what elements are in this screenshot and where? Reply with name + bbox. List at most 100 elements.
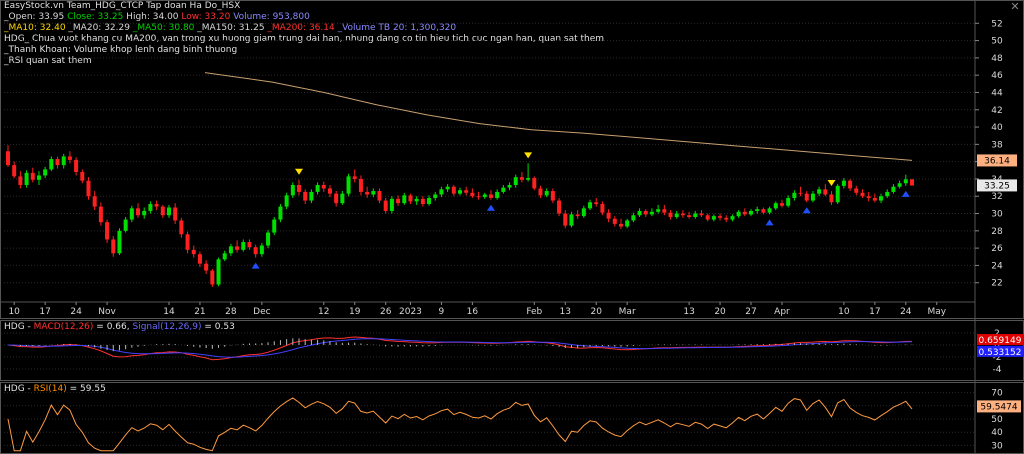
candle-body bbox=[117, 230, 122, 254]
time-tick-label: 26 bbox=[380, 307, 392, 317]
candle-body bbox=[724, 217, 729, 220]
candle-body bbox=[235, 246, 240, 250]
time-tick-label: 12 bbox=[318, 307, 329, 317]
time-tick-label: Dec bbox=[253, 307, 270, 317]
candle-body bbox=[643, 210, 648, 215]
candle-body bbox=[160, 206, 165, 216]
volume-value: 953,800 bbox=[272, 12, 310, 22]
rsi-tick-label: 30 bbox=[991, 441, 1003, 451]
candle-body bbox=[420, 198, 425, 205]
price-tick-label: 28 bbox=[991, 227, 1003, 237]
candle-body bbox=[718, 216, 723, 218]
candle-body bbox=[204, 263, 209, 271]
candle-body bbox=[105, 222, 110, 240]
sell-signal-marker bbox=[295, 168, 304, 175]
candle-body bbox=[612, 218, 617, 224]
macd-panel-frame bbox=[0, 320, 1024, 381]
candle-body bbox=[247, 242, 252, 248]
candle-body bbox=[891, 186, 896, 192]
time-tick-label: 20 bbox=[714, 307, 726, 317]
candle-body bbox=[222, 253, 227, 260]
candle-body bbox=[383, 200, 388, 211]
price-tick-label: 22 bbox=[991, 279, 1002, 289]
note-line-2: _Thanh Khoan: Volume khop lenh dang binh… bbox=[4, 45, 238, 55]
time-tick-label: 17 bbox=[869, 307, 880, 317]
candle-body bbox=[427, 197, 432, 205]
candle-body bbox=[365, 191, 370, 195]
signal-value-tag-bg bbox=[977, 345, 1024, 357]
candle-body bbox=[228, 246, 233, 254]
candle-body bbox=[910, 179, 914, 186]
candle-body bbox=[637, 210, 642, 216]
ma10-label: _MA10: bbox=[4, 23, 37, 33]
time-tick-label: Nov bbox=[98, 307, 116, 317]
open-value: 33.95 bbox=[38, 12, 65, 22]
candle-body bbox=[550, 191, 555, 201]
candle-body bbox=[272, 219, 277, 233]
time-tick-label: Apr bbox=[774, 307, 790, 317]
candle-body bbox=[575, 214, 580, 217]
candle-body bbox=[730, 216, 735, 220]
candle-body bbox=[123, 219, 128, 231]
rsi-label: RSI(14) bbox=[33, 384, 67, 394]
candle-body bbox=[278, 206, 283, 220]
candle-body bbox=[823, 189, 828, 195]
ma50-value: 30.80 bbox=[168, 23, 195, 33]
time-tick-label: 28 bbox=[225, 307, 237, 317]
candle-body bbox=[581, 208, 586, 217]
candle-body bbox=[563, 213, 568, 226]
low-value: 33.20 bbox=[204, 12, 231, 22]
candle-body bbox=[662, 209, 667, 213]
macd-title-prefix: HDG - bbox=[4, 322, 34, 332]
candle-body bbox=[408, 195, 413, 202]
ma200-value: 36.14 bbox=[308, 23, 335, 33]
candle-body bbox=[668, 212, 673, 217]
high-label: High: bbox=[126, 12, 150, 22]
candle-body bbox=[804, 193, 809, 201]
candle-body bbox=[526, 178, 531, 180]
signal-value-tag: 0.533152 bbox=[979, 348, 1022, 358]
ma150-label: _MA150: bbox=[197, 23, 236, 33]
candle-body bbox=[810, 193, 815, 201]
candle-body bbox=[519, 177, 524, 180]
candle-body bbox=[179, 220, 184, 235]
buy-signal-marker bbox=[765, 219, 774, 226]
time-tick-label: 20 bbox=[590, 307, 602, 317]
ma200-label: _MA200: bbox=[267, 23, 307, 33]
time-tick-label: 13 bbox=[683, 307, 694, 317]
ma150-value: 31.25 bbox=[238, 23, 265, 33]
candle-body bbox=[817, 189, 822, 194]
candle-body bbox=[495, 191, 500, 198]
candle-body bbox=[290, 184, 295, 196]
time-tick-label: Mar bbox=[619, 307, 636, 317]
candle-body bbox=[191, 249, 196, 255]
candle-body bbox=[30, 172, 35, 180]
candle-body bbox=[761, 209, 766, 213]
time-tick-label: 24 bbox=[70, 307, 82, 317]
time-tick-label: 21 bbox=[194, 307, 205, 317]
candle-body bbox=[693, 213, 698, 217]
candle-body bbox=[488, 194, 493, 198]
rsi-value-tag: 59.5474 bbox=[980, 402, 1017, 412]
sell-signal-marker bbox=[524, 152, 533, 159]
candle-body bbox=[18, 176, 23, 185]
time-tick-label: May bbox=[927, 307, 946, 317]
candle-body bbox=[792, 192, 797, 198]
close-label: Close: bbox=[67, 12, 95, 22]
price-tick-label: 52 bbox=[991, 19, 1002, 29]
macd-tick-label: 2 bbox=[994, 329, 1000, 339]
candle-body bbox=[266, 232, 271, 246]
candle-body bbox=[835, 185, 840, 203]
candle-body bbox=[699, 213, 704, 216]
candle-body bbox=[358, 178, 363, 192]
macd-value-tag-bg bbox=[977, 334, 1024, 346]
candle-body bbox=[606, 212, 611, 219]
close-icon[interactable]: ✕ bbox=[1010, 0, 1020, 13]
candle-body bbox=[656, 209, 661, 212]
macd-tick-label: -4 bbox=[993, 365, 1002, 375]
candle-body bbox=[352, 176, 357, 179]
time-tick-label: 16 bbox=[467, 307, 479, 317]
candle-body bbox=[148, 204, 153, 211]
low-label: Low: bbox=[181, 12, 202, 22]
ma200-line bbox=[204, 72, 913, 161]
